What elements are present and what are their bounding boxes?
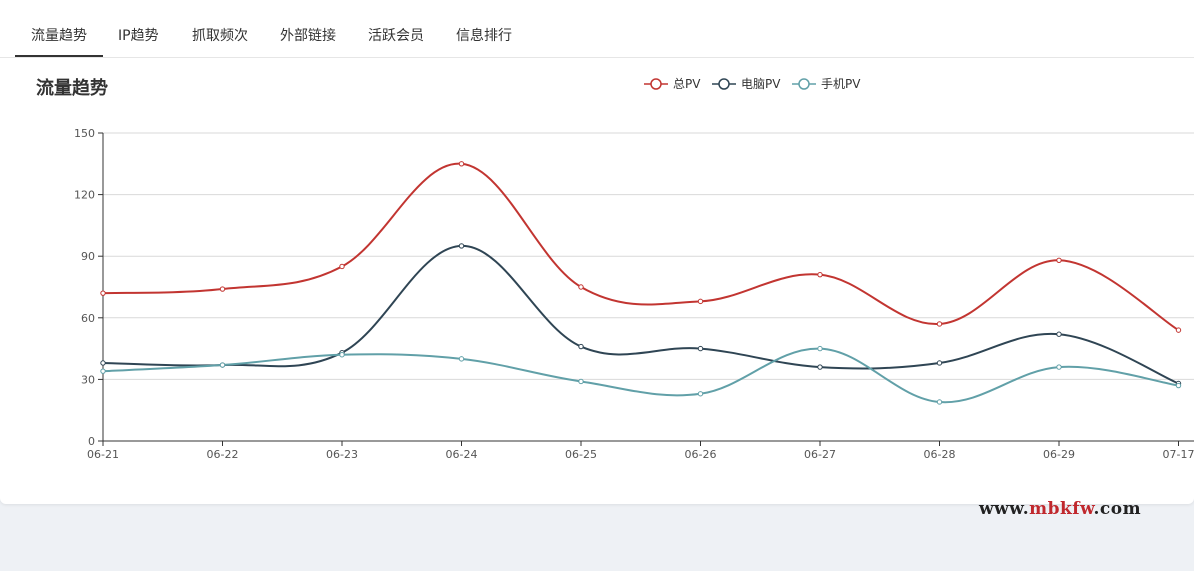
legend-label: 总PV [673,77,701,91]
data-point [458,356,465,362]
data-point [936,399,943,405]
data-point [1175,327,1182,333]
data-point [936,321,943,327]
y-tick-label: 30 [81,373,95,386]
data-point [578,284,584,290]
site-watermark: www.mbkfw.com [979,499,1141,519]
page-title: 流量趋势 [36,78,108,99]
y-tick-label: 60 [81,312,95,325]
series-line-1 [102,244,1179,385]
legend-marker [718,78,730,90]
x-tick-label: 06-22 [207,448,239,461]
legend-marker [650,78,662,90]
series-line-2 [102,347,1179,404]
x-tick-label: 06-24 [446,448,478,461]
y-tick-label: 90 [81,250,95,263]
x-tick-label: 06-29 [1043,448,1075,461]
data-point [697,345,704,352]
watermark-accent: mbkfw [1029,499,1094,519]
x-tick-label: 06-26 [685,448,717,461]
y-tick-label: 120 [74,189,95,202]
tab-bar: 流量趋势 IP趋势 抓取频次 外部链接 活跃会员 信息排行 [0,0,1194,58]
x-tick-label: 06-28 [924,448,956,461]
data-point [100,368,106,374]
y-tick-label: 0 [88,435,95,448]
x-tick-label: 06-25 [565,448,597,461]
data-point [100,360,106,366]
data-point [697,298,704,305]
x-tick-label: 06-27 [804,448,836,461]
series-line-0 [102,162,1180,331]
data-point [697,391,704,397]
tab-crawl-frequency[interactable]: 抓取频次 [192,28,248,44]
data-point [578,378,584,385]
data-point [1056,364,1062,370]
x-tick-label: 07-17 [1163,448,1194,461]
tab-active-members[interactable]: 活跃会员 [368,28,424,44]
data-point [1056,257,1062,264]
tab-ip-trend[interactable]: IP趋势 [118,28,159,44]
data-point [339,352,345,358]
data-point [458,161,465,167]
tab-traffic-trend[interactable]: 流量趋势 [31,28,87,44]
active-tab-indicator [15,55,103,57]
data-point [578,343,584,350]
x-tick-label: 06-23 [326,448,358,461]
data-point [219,362,226,368]
data-point [817,271,823,278]
legend-label: 手机PV [821,77,861,91]
data-point [817,345,823,352]
legend-marker [798,78,810,90]
y-tick-label: 150 [74,127,95,140]
line-chart: 0 30 60 90 120 150 06-21 06-22 06-23 06-24 06-25 06… [74,77,1194,461]
tab-external-links[interactable]: 外部链接 [280,28,336,44]
chart-card: 流量趋势 IP趋势 抓取频次 外部链接 活跃会员 信息排行 流量趋势 0 30 60… [0,0,1194,504]
data-point [936,360,943,366]
data-point [1056,331,1062,337]
legend-label: 电脑PV [741,77,781,91]
watermark-suffix: .com [1093,499,1142,519]
data-point [219,286,226,292]
tab-info-ranking[interactable]: 信息排行 [456,28,512,44]
data-point [339,263,345,270]
data-point [1175,382,1182,389]
data-point [100,290,106,296]
data-point [458,243,465,249]
watermark-prefix: www. [979,499,1030,519]
data-point [817,364,823,370]
x-tick-label: 06-21 [87,448,119,461]
